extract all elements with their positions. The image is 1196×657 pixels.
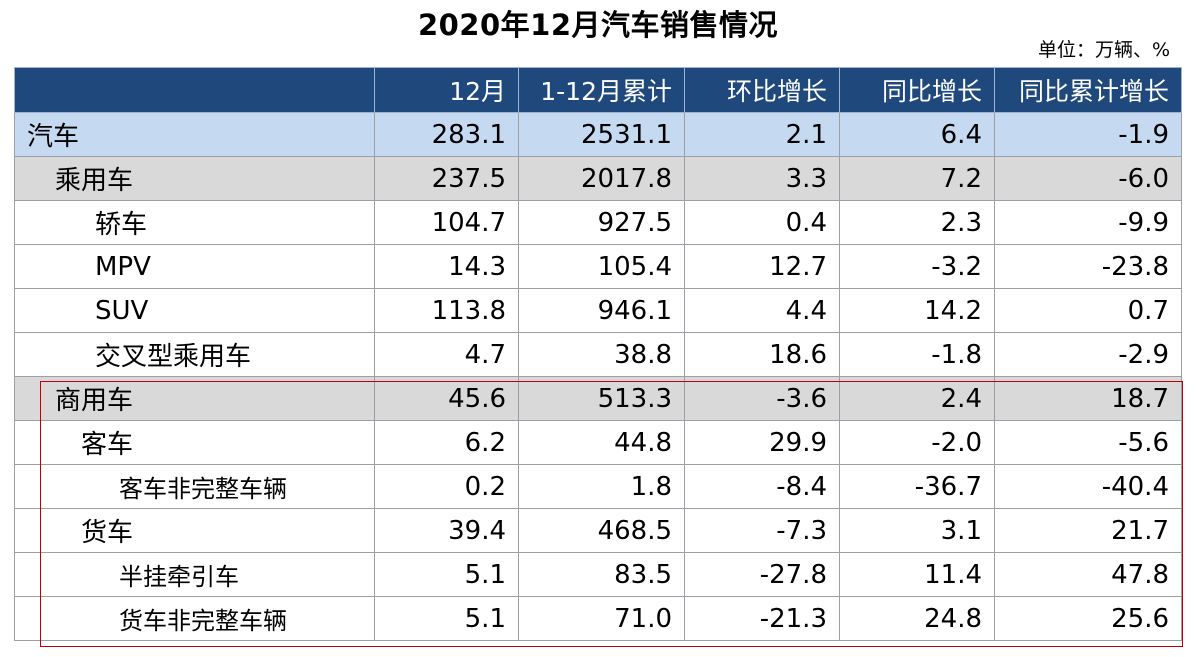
unit-note: 单位：万辆、% bbox=[1037, 39, 1170, 61]
cell-value: 25.6 bbox=[994, 596, 1182, 641]
table-row: MPV 14.3 105.4 12.7 -3.2 -23.8 bbox=[14, 244, 1182, 289]
table-row: 汽车 283.1 2531.1 2.1 6.4 -1.9 bbox=[14, 112, 1182, 157]
cell-value: 468.5 bbox=[518, 508, 685, 553]
cell-value: 237.5 bbox=[374, 156, 519, 201]
cell-value: 105.4 bbox=[518, 244, 685, 289]
cell-value: -5.6 bbox=[994, 420, 1182, 465]
page-title: 2020年12月汽车销售情况 bbox=[417, 8, 779, 42]
cell-value: -27.8 bbox=[684, 552, 840, 597]
cell-value: -7.3 bbox=[684, 508, 840, 553]
cell-value: -8.4 bbox=[684, 464, 840, 509]
cell-value: -1.9 bbox=[994, 112, 1182, 157]
row-label: 轿车 bbox=[14, 200, 375, 245]
row-label: 客车非完整车辆 bbox=[14, 464, 375, 509]
header-cell-yoy-cumulative-growth: 同比累计增长 bbox=[994, 67, 1182, 113]
cell-value: 18.7 bbox=[994, 376, 1182, 421]
row-label: 半挂牵引车 bbox=[14, 552, 375, 597]
cell-value: -9.9 bbox=[994, 200, 1182, 245]
cell-value: 2017.8 bbox=[518, 156, 685, 201]
header-cell-month: 12月 bbox=[374, 67, 519, 113]
row-label: 商用车 bbox=[14, 376, 375, 421]
row-label: 客车 bbox=[14, 420, 375, 465]
header-cell-category bbox=[14, 67, 375, 113]
row-label: MPV bbox=[14, 244, 375, 289]
table-row: 轿车 104.7 927.5 0.4 2.3 -9.9 bbox=[14, 200, 1182, 245]
cell-value: 38.8 bbox=[518, 332, 685, 377]
cell-value: 44.8 bbox=[518, 420, 685, 465]
cell-value: -36.7 bbox=[839, 464, 995, 509]
cell-value: 14.2 bbox=[839, 288, 995, 333]
cell-value: 12.7 bbox=[684, 244, 840, 289]
sales-table: 12月 1-12月累计 环比增长 同比增长 同比累计增长 汽车 283.1 25… bbox=[14, 67, 1182, 641]
row-label: 货车非完整车辆 bbox=[14, 596, 375, 641]
row-label: 汽车 bbox=[14, 112, 375, 157]
cell-value: 3.3 bbox=[684, 156, 840, 201]
row-label: 交叉型乘用车 bbox=[14, 332, 375, 377]
cell-value: 14.3 bbox=[374, 244, 519, 289]
cell-value: 6.4 bbox=[839, 112, 995, 157]
cell-value: 39.4 bbox=[374, 508, 519, 553]
cell-value: 29.9 bbox=[684, 420, 840, 465]
header-cell-cumulative: 1-12月累计 bbox=[518, 67, 685, 113]
cell-value: 18.6 bbox=[684, 332, 840, 377]
cell-value: 0.4 bbox=[684, 200, 840, 245]
cell-value: -1.8 bbox=[839, 332, 995, 377]
cell-value: -2.0 bbox=[839, 420, 995, 465]
cell-value: 5.1 bbox=[374, 552, 519, 597]
cell-value: 83.5 bbox=[518, 552, 685, 597]
cell-value: 2.3 bbox=[839, 200, 995, 245]
cell-value: 45.6 bbox=[374, 376, 519, 421]
cell-value: 0.2 bbox=[374, 464, 519, 509]
row-label: 货车 bbox=[14, 508, 375, 553]
cell-value: 113.8 bbox=[374, 288, 519, 333]
table-row: 货车非完整车辆 5.1 71.0 -21.3 24.8 25.6 bbox=[14, 596, 1182, 641]
cell-value: 946.1 bbox=[518, 288, 685, 333]
cell-value: 4.4 bbox=[684, 288, 840, 333]
header-cell-mom-growth: 环比增长 bbox=[684, 67, 840, 113]
cell-value: 2531.1 bbox=[518, 112, 685, 157]
cell-value: -2.9 bbox=[994, 332, 1182, 377]
cell-value: -3.2 bbox=[839, 244, 995, 289]
header-cell-yoy-growth: 同比增长 bbox=[839, 67, 995, 113]
table-row: SUV 113.8 946.1 4.4 14.2 0.7 bbox=[14, 288, 1182, 333]
cell-value: 1.8 bbox=[518, 464, 685, 509]
cell-value: 6.2 bbox=[374, 420, 519, 465]
cell-value: 5.1 bbox=[374, 596, 519, 641]
table-row: 客车非完整车辆 0.2 1.8 -8.4 -36.7 -40.4 bbox=[14, 464, 1182, 509]
table-row: 商用车 45.6 513.3 -3.6 2.4 18.7 bbox=[14, 376, 1182, 421]
cell-value: -40.4 bbox=[994, 464, 1182, 509]
cell-value: 283.1 bbox=[374, 112, 519, 157]
row-label: 乘用车 bbox=[14, 156, 375, 201]
cell-value: -3.6 bbox=[684, 376, 840, 421]
cell-value: -23.8 bbox=[994, 244, 1182, 289]
cell-value: 0.7 bbox=[994, 288, 1182, 333]
table-header-row: 12月 1-12月累计 环比增长 同比增长 同比累计增长 bbox=[14, 67, 1182, 113]
cell-value: 11.4 bbox=[839, 552, 995, 597]
cell-value: -6.0 bbox=[994, 156, 1182, 201]
cell-value: 24.8 bbox=[839, 596, 995, 641]
cell-value: -21.3 bbox=[684, 596, 840, 641]
table-row: 货车 39.4 468.5 -7.3 3.1 21.7 bbox=[14, 508, 1182, 553]
table-row: 半挂牵引车 5.1 83.5 -27.8 11.4 47.8 bbox=[14, 552, 1182, 597]
cell-value: 513.3 bbox=[518, 376, 685, 421]
cell-value: 104.7 bbox=[374, 200, 519, 245]
cell-value: 71.0 bbox=[518, 596, 685, 641]
table-row: 交叉型乘用车 4.7 38.8 18.6 -1.8 -2.9 bbox=[14, 332, 1182, 377]
cell-value: 21.7 bbox=[994, 508, 1182, 553]
cell-value: 4.7 bbox=[374, 332, 519, 377]
table-row: 乘用车 237.5 2017.8 3.3 7.2 -6.0 bbox=[14, 156, 1182, 201]
cell-value: 7.2 bbox=[839, 156, 995, 201]
cell-value: 927.5 bbox=[518, 200, 685, 245]
row-label: SUV bbox=[14, 288, 375, 333]
cell-value: 2.1 bbox=[684, 112, 840, 157]
table-row: 客车 6.2 44.8 29.9 -2.0 -5.6 bbox=[14, 420, 1182, 465]
cell-value: 47.8 bbox=[994, 552, 1182, 597]
cell-value: 3.1 bbox=[839, 508, 995, 553]
cell-value: 2.4 bbox=[839, 376, 995, 421]
